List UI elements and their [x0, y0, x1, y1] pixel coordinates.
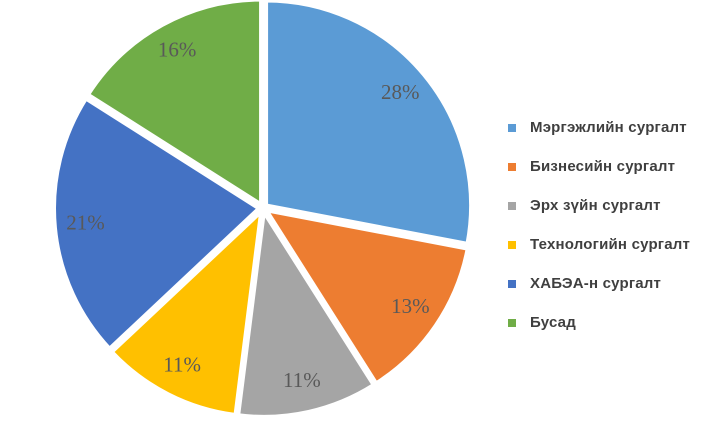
slice-percent-label: 28% [381, 80, 420, 104]
legend-label: Бусад [530, 314, 576, 331]
legend-label: ХАБЭА-н сургалт [530, 275, 662, 292]
slice-percent-label: 21% [66, 211, 105, 235]
legend-item: Технологийн сургалт [508, 225, 690, 264]
legend-marker-square-icon [508, 279, 516, 288]
legend-label: Бизнесийн сургалт [530, 158, 676, 175]
slice-percent-label: 13% [391, 294, 430, 318]
legend-item: Бизнесийн сургалт [508, 147, 690, 186]
slice-percent-label: 16% [158, 38, 197, 62]
legend: Мэргэжлийн сургалт Бизнесийн сургалт Эрх… [508, 108, 690, 342]
legend-marker-square-icon [508, 318, 516, 327]
legend-item: Эрх зүйн сургалт [508, 186, 690, 225]
legend-marker-square-icon [508, 162, 516, 171]
pie-slice-4 [52, 96, 262, 351]
slice-percent-label: 11% [163, 353, 201, 377]
pie-slice-5 [85, 0, 264, 207]
pie-slice-0 [264, 0, 474, 246]
legend-label: Мэргэжлийн сургалт [530, 119, 687, 136]
legend-marker-square-icon [508, 123, 516, 132]
legend-item: ХАБЭА-н сургалт [508, 264, 690, 303]
slice-percent-label: 11% [283, 368, 321, 392]
legend-item: Мэргэжлийн сургалт [508, 108, 690, 147]
legend-label: Технологийн сургалт [530, 236, 691, 253]
pie-slice-1 [264, 208, 470, 386]
legend-label: Эрх зүйн сургалт [530, 197, 661, 214]
pie-slice-2 [236, 209, 376, 419]
pie-slice-3 [109, 209, 264, 417]
legend-marker-square-icon [508, 201, 516, 210]
legend-item: Бусад [508, 303, 690, 342]
legend-marker-square-icon [508, 240, 516, 249]
